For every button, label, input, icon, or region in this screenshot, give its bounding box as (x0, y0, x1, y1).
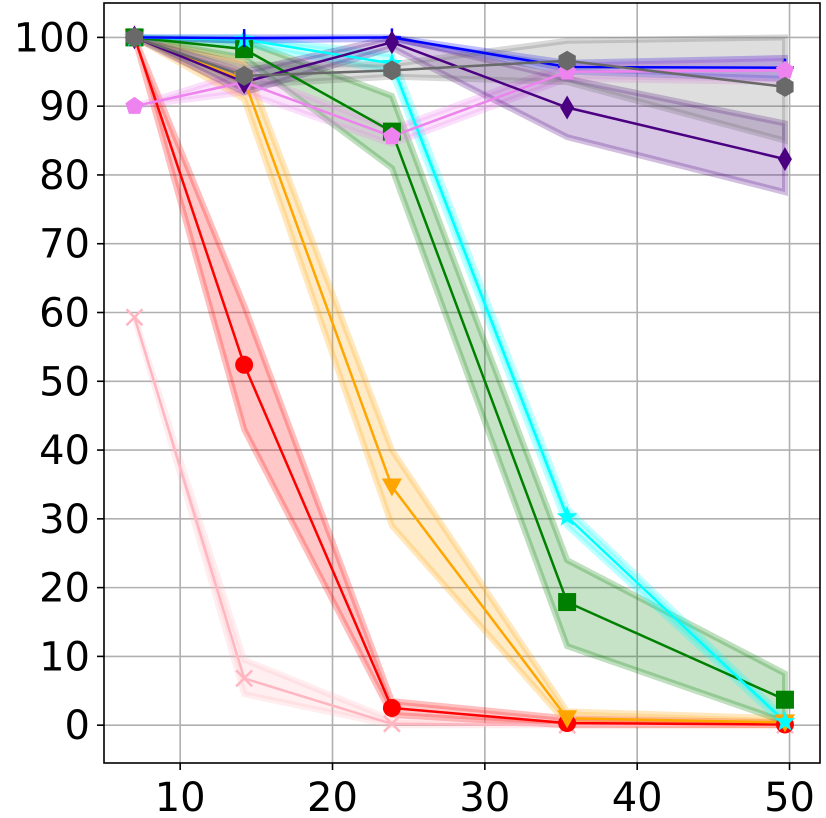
data-point-marker (382, 126, 401, 145)
y-tick-label: 90 (39, 84, 90, 130)
marker-stroke (235, 669, 254, 688)
data-point-marker (125, 27, 144, 48)
y-tick-label: 50 (39, 359, 90, 405)
x-tick-label: 40 (612, 775, 663, 818)
data-point-marker (381, 478, 402, 497)
data-point-marker (558, 50, 576, 71)
x-tick-label: 50 (764, 775, 815, 818)
y-tick-label: 10 (39, 634, 90, 680)
x-tick-label: 10 (155, 775, 206, 818)
y-tick-label: 40 (39, 428, 90, 474)
series-markers (124, 25, 796, 735)
y-tick-label: 60 (39, 291, 90, 337)
data-point-marker (384, 30, 399, 55)
data-point-marker (557, 710, 578, 729)
data-point-marker (382, 698, 401, 717)
data-point-marker (125, 308, 144, 327)
data-point-marker (383, 714, 401, 733)
data-point-marker (777, 147, 792, 172)
y-tick-label: 100 (14, 15, 90, 61)
y-tick-label: 0 (65, 703, 90, 749)
marker-stroke (383, 714, 401, 733)
data-point-marker (383, 60, 401, 81)
y-tick-label: 70 (39, 222, 90, 268)
data-point-marker (560, 95, 575, 120)
marker-stroke (125, 308, 144, 327)
data-point-marker (558, 593, 577, 612)
data-point-marker (235, 355, 254, 374)
data-point-marker (125, 96, 144, 114)
x-tick-label: 30 (459, 775, 510, 818)
data-point-marker (774, 710, 796, 731)
data-point-marker (776, 76, 794, 97)
y-tick-label: 20 (39, 566, 90, 612)
data-point-marker (235, 669, 254, 688)
data-point-marker (775, 690, 794, 709)
plot-area-frame (103, 2, 821, 764)
y-tick-label: 80 (39, 153, 90, 199)
data-point-marker (235, 65, 253, 86)
x-tick-label: 20 (307, 775, 358, 818)
data-point-marker (556, 505, 578, 526)
axis-ticks: 10 20 30 40 50 0 10 20 30 40 50 60 70 80 90 100 (14, 15, 815, 818)
y-tick-label: 30 (39, 497, 90, 543)
data-point-marker (775, 60, 794, 79)
data-point-marker (235, 29, 254, 48)
